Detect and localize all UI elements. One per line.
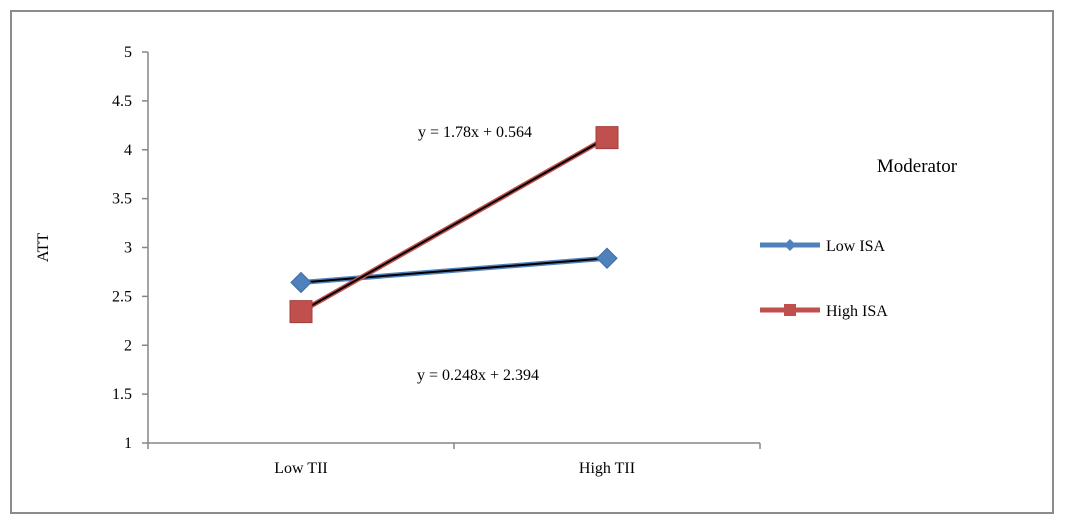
- legend: Moderator Low ISA High ISA: [760, 156, 958, 320]
- trendline-equation-high-isa: y = 1.78x + 0.564: [418, 124, 532, 141]
- legend-entry-low-isa: Low ISA: [760, 238, 886, 255]
- legend-entry-high-isa: High ISA: [760, 303, 888, 320]
- series-layer: [289, 126, 619, 324]
- y-tick-label: 3: [124, 240, 132, 257]
- data-point-marker: [289, 300, 313, 324]
- data-point-marker: [595, 126, 619, 150]
- legend-title: Moderator: [877, 156, 958, 177]
- axes: 1 1.5 2 2.5 3 3.5 4 4.5 5 Low TII High TII: [112, 44, 761, 477]
- data-point-marker: [290, 271, 312, 294]
- y-tick-label: 2: [124, 337, 132, 354]
- legend-label: Low ISA: [826, 238, 886, 255]
- y-tick-label: 5: [124, 44, 132, 61]
- y-tick-label: 1: [124, 435, 132, 452]
- trendline: [300, 257, 608, 284]
- series-high-isa: [289, 126, 619, 324]
- data-point-marker: [596, 247, 618, 269]
- x-tick-label: High TII: [579, 460, 635, 477]
- trendline-equation-low-isa: y = 0.248x + 2.394: [417, 367, 539, 384]
- y-tick-label: 4: [124, 142, 132, 159]
- y-tick-label: 4.5: [112, 93, 132, 110]
- legend-swatch-marker: [784, 304, 796, 316]
- x-tick-label: Low TII: [274, 460, 327, 477]
- y-axis-title: ATT: [35, 233, 52, 263]
- y-tick-label: 1.5: [112, 386, 132, 403]
- legend-swatch-marker: [784, 239, 796, 251]
- y-tick-label: 2.5: [112, 288, 132, 305]
- labels: ATT y = 1.78x + 0.564 y = 0.248x + 2.394: [35, 124, 539, 384]
- y-tick-label: 3.5: [112, 191, 132, 208]
- trendline: [300, 136, 608, 313]
- series-low-isa: [290, 247, 618, 294]
- legend-label: High ISA: [826, 303, 888, 320]
